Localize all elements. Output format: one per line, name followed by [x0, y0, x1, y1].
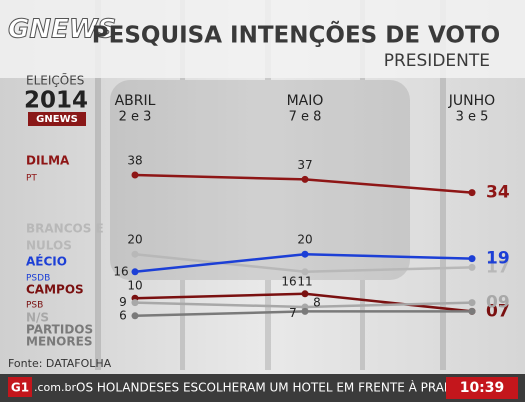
- badge-year: 2014: [24, 88, 88, 114]
- point: [131, 299, 139, 307]
- x-tick-date: 3 e 5: [456, 110, 489, 125]
- data-label: 16: [281, 274, 296, 288]
- x-tick-date: 7 e 8: [289, 110, 322, 125]
- legend-label: PARTIDOS: [26, 323, 93, 337]
- badge-label: ELEIÇÕES: [26, 73, 84, 88]
- badge-logo-box: [28, 112, 86, 126]
- point: [468, 263, 476, 271]
- data-label: 6: [119, 308, 127, 322]
- point: [301, 175, 309, 183]
- point: [131, 250, 139, 258]
- point: [301, 268, 309, 276]
- data-label: 10: [127, 279, 142, 293]
- data-label: 09: [486, 293, 510, 313]
- header-panel: [0, 0, 525, 78]
- ticker-site: G1: [11, 381, 29, 395]
- x-tick-label: MAIO: [287, 93, 324, 109]
- point: [468, 255, 476, 263]
- data-label: 20: [297, 233, 312, 247]
- data-label: 34: [486, 183, 510, 203]
- x-tick-label: JUNHO: [448, 93, 495, 109]
- point: [131, 171, 139, 179]
- point: [301, 307, 309, 315]
- point: [131, 312, 139, 320]
- point: [468, 307, 476, 315]
- source: Fonte: DATAFOLHA: [8, 357, 112, 370]
- ticker-domain: .com.br: [34, 381, 76, 394]
- data-label: 7: [289, 306, 297, 320]
- point: [468, 299, 476, 307]
- legend-label: DILMA: [26, 154, 70, 168]
- x-tick-date: 2 e 3: [119, 110, 152, 125]
- legend-party: PSDB: [26, 274, 50, 284]
- legend-party: PT: [26, 174, 37, 184]
- data-label: 19: [486, 249, 510, 269]
- ticker-site-box: [8, 377, 32, 397]
- legend-label: N/S: [26, 311, 49, 325]
- point: [301, 250, 309, 258]
- point: [301, 290, 309, 298]
- data-label: 37: [297, 158, 312, 172]
- data-label: 8: [313, 296, 321, 310]
- ticker-time: 10:39: [460, 380, 505, 396]
- legend-label: BRANCOS E: [26, 222, 104, 236]
- ticker-bar: [0, 374, 525, 402]
- chart-title: PESQUISA INTENÇÕES DE VOTO: [92, 21, 500, 49]
- data-label: 20: [127, 233, 142, 247]
- legend-label: NULOS: [26, 239, 72, 253]
- data-label: 16: [113, 264, 128, 278]
- chart-subtitle: PRESIDENTE: [384, 51, 490, 71]
- data-label: 11: [297, 274, 312, 288]
- ticker-time-box: [446, 377, 518, 399]
- x-tick-label: ABRIL: [115, 93, 156, 109]
- legend-party: PSB: [26, 301, 43, 311]
- data-label: 38: [127, 154, 142, 168]
- data-label: 17: [486, 257, 510, 277]
- badge-logo: GNEWS: [36, 114, 78, 125]
- legend-label: CAMPOS: [26, 283, 84, 297]
- legend-label: AÉCIO: [26, 254, 67, 269]
- point: [131, 268, 139, 276]
- legend-label: MENORES: [26, 335, 92, 349]
- ticker-text: OS HOLANDESES ESCOLHERAM UM HOTEL EM FRE…: [76, 380, 456, 395]
- point: [468, 189, 476, 197]
- data-label: 07: [486, 301, 510, 321]
- logo: GNEWS: [8, 15, 116, 45]
- data-label: 9: [119, 295, 127, 309]
